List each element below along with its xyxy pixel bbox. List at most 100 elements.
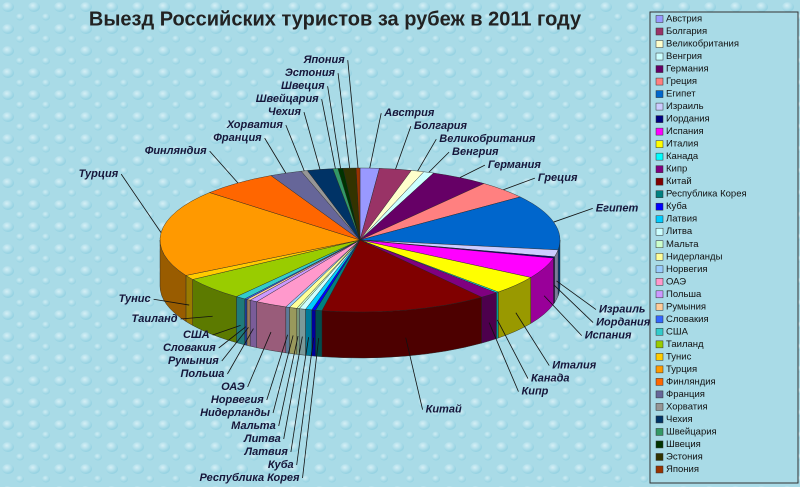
legend-entry: Болгария bbox=[666, 26, 707, 37]
leader-line bbox=[515, 312, 550, 366]
slice-label: Венгрия bbox=[452, 146, 499, 158]
leader-line bbox=[395, 126, 412, 170]
leader-line bbox=[296, 337, 315, 466]
legend-swatch bbox=[655, 465, 664, 474]
legend-swatch bbox=[655, 65, 664, 73]
legend-swatch bbox=[655, 365, 664, 374]
legend-entry: Швейцария bbox=[666, 426, 717, 437]
slice-side bbox=[285, 306, 290, 354]
legend-entry: ОАЭ bbox=[666, 276, 686, 287]
leader-line bbox=[327, 86, 341, 169]
legend-entry: Чехия bbox=[666, 414, 693, 425]
legend-entry: Кипр bbox=[666, 164, 687, 175]
slice-label: Куба bbox=[268, 459, 294, 471]
leader-line bbox=[221, 327, 249, 362]
slice-label: ОАЭ bbox=[221, 381, 245, 393]
legend-swatch bbox=[655, 340, 664, 349]
legend-swatch bbox=[655, 90, 664, 98]
leader-line bbox=[218, 326, 247, 349]
legend-swatch bbox=[655, 177, 664, 186]
slice-label: Франция bbox=[213, 132, 262, 144]
legend-entry: Нидерланды bbox=[666, 251, 723, 262]
slice-label: Израиль bbox=[599, 303, 645, 315]
legend-entry: Канада bbox=[666, 151, 699, 162]
legend-swatch bbox=[655, 240, 664, 248]
legend-entry: Великобритания bbox=[666, 39, 739, 50]
leader-line bbox=[503, 177, 536, 191]
slice-label: Турция bbox=[79, 168, 119, 180]
slice-label: Хорватия bbox=[226, 119, 283, 131]
leader-line bbox=[227, 328, 254, 375]
legend-swatch bbox=[655, 102, 664, 111]
slice-side bbox=[481, 292, 497, 344]
legend-entry: Финляндия bbox=[666, 376, 716, 387]
slice-label: Иордания bbox=[596, 316, 651, 328]
slice-label: Румыния bbox=[168, 355, 219, 367]
slice-label: Италия bbox=[552, 360, 597, 372]
leader-line bbox=[264, 137, 287, 174]
slice-label: Швеция bbox=[281, 80, 325, 92]
legend-entry: Литва bbox=[666, 226, 693, 237]
leader-line bbox=[303, 112, 321, 170]
slice-label: Австрия bbox=[383, 107, 435, 119]
leader-line bbox=[272, 335, 294, 414]
legend-entry: Хорватия bbox=[666, 401, 708, 412]
legend-entry: Куба bbox=[666, 201, 688, 212]
slice-label: США bbox=[183, 329, 210, 341]
leader-line bbox=[290, 337, 309, 453]
chart-title: Выезд Российских туристов за рубеж в 201… bbox=[89, 8, 582, 30]
legend-entry: Тунис bbox=[666, 351, 692, 362]
legend-entry: Япония bbox=[666, 464, 699, 475]
legend-entry: США bbox=[666, 326, 689, 337]
leader-line bbox=[283, 336, 303, 440]
legend-swatch bbox=[655, 378, 664, 386]
legend-swatch bbox=[655, 265, 664, 274]
slice-label: Республика Корея bbox=[199, 472, 300, 484]
leader-line bbox=[543, 295, 583, 336]
legend-entry: Швеция bbox=[666, 439, 701, 450]
leader-line bbox=[428, 151, 450, 173]
slice-label: Канада bbox=[531, 373, 570, 385]
slice-label: Швейцария bbox=[256, 93, 319, 105]
legend-swatch bbox=[655, 428, 664, 436]
legend-entry: Египет bbox=[666, 89, 696, 100]
legend-entry: Венгрия bbox=[666, 51, 702, 62]
legend-swatch bbox=[655, 152, 664, 161]
leader-line bbox=[209, 150, 239, 184]
legend-entry: Иордания bbox=[666, 114, 710, 125]
legend-swatch bbox=[655, 390, 664, 399]
leader-line bbox=[405, 337, 423, 410]
leader-line bbox=[302, 338, 320, 479]
legend-entry: Республика Корея bbox=[666, 189, 747, 200]
slice-label: Китай bbox=[426, 404, 462, 416]
leader-line bbox=[369, 113, 382, 169]
legend-swatch bbox=[655, 353, 664, 361]
leader-line bbox=[285, 124, 305, 172]
legend-entry: Словакия bbox=[666, 314, 709, 325]
legend-entry: Греция bbox=[666, 76, 697, 87]
slice-label: Египет bbox=[596, 202, 639, 214]
legend-box bbox=[649, 11, 799, 484]
slice-label: Латвия bbox=[243, 446, 288, 458]
legend-swatch bbox=[655, 403, 664, 411]
legend-swatch bbox=[655, 127, 664, 136]
slice-side bbox=[296, 308, 300, 355]
slice-label: Болгария bbox=[414, 120, 468, 132]
slice-label: Чехия bbox=[268, 106, 302, 118]
slice-label: Словакия bbox=[163, 342, 216, 354]
slice-label: Германия bbox=[488, 159, 542, 171]
slice-side bbox=[249, 299, 257, 348]
legend-swatch bbox=[655, 303, 664, 311]
slice-label: Таиланд bbox=[132, 313, 178, 325]
legend-entry: Испания bbox=[666, 126, 704, 137]
legend-entry: Китай bbox=[666, 176, 692, 187]
legend-entry: Италия bbox=[666, 139, 698, 150]
legend-swatch bbox=[655, 253, 664, 261]
leader-line bbox=[553, 284, 594, 323]
leader-line bbox=[120, 173, 162, 233]
leader-line bbox=[347, 60, 359, 169]
legend-swatch bbox=[655, 40, 664, 48]
leader-line bbox=[417, 138, 437, 172]
legend-entry: Израиль bbox=[666, 101, 704, 112]
slice-label: Нидерланды bbox=[200, 407, 271, 419]
